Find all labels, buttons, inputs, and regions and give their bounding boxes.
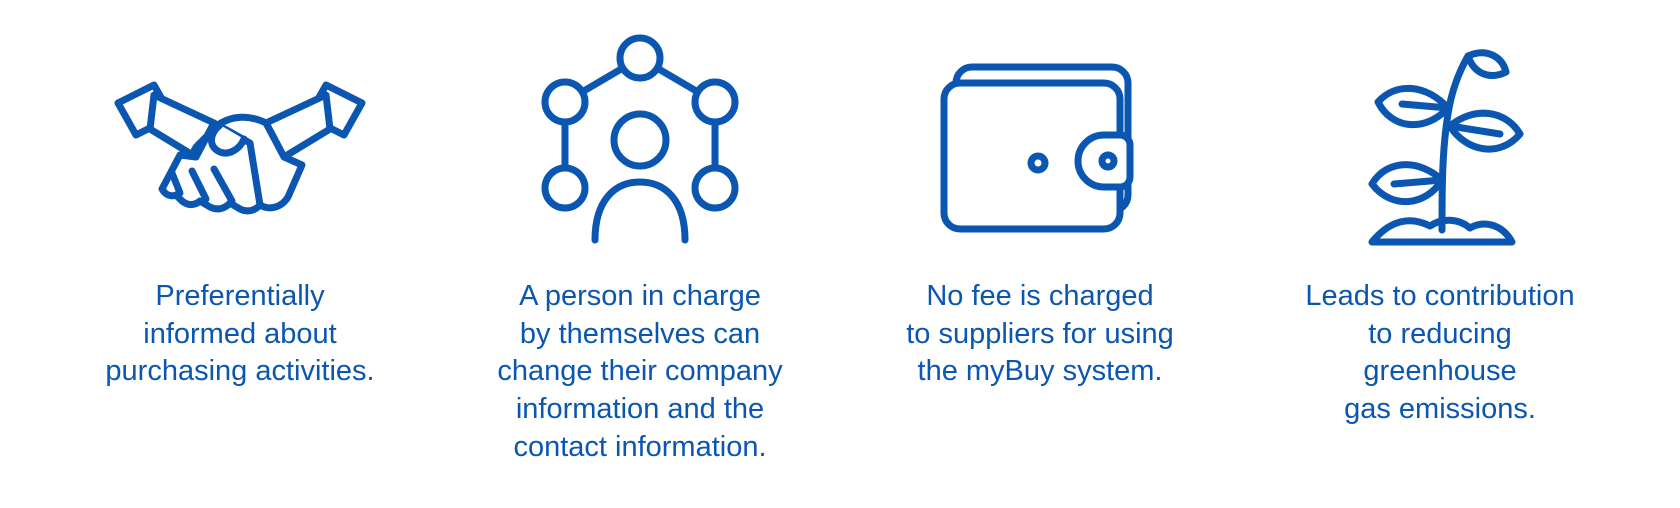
feature-caption: Leads to contribution to reducing greenh… <box>1305 278 1574 429</box>
feature-row: Preferentially informed about purchasing… <box>0 0 1680 508</box>
wallet-icon <box>930 20 1150 270</box>
feature-caption: Preferentially informed about purchasing… <box>105 278 374 391</box>
handshake-icon <box>110 20 370 270</box>
plant-icon <box>1330 20 1550 270</box>
user-network-icon <box>525 20 755 270</box>
feature-card-wallet: No fee is charged to suppliers for using… <box>850 20 1230 391</box>
feature-card-plant: Leads to contribution to reducing greenh… <box>1250 20 1630 429</box>
feature-card-network: A person in charge by themselves can cha… <box>450 20 830 466</box>
feature-caption: No fee is charged to suppliers for using… <box>906 278 1174 391</box>
feature-card-handshake: Preferentially informed about purchasing… <box>50 20 430 391</box>
feature-caption: A person in charge by themselves can cha… <box>497 278 782 466</box>
